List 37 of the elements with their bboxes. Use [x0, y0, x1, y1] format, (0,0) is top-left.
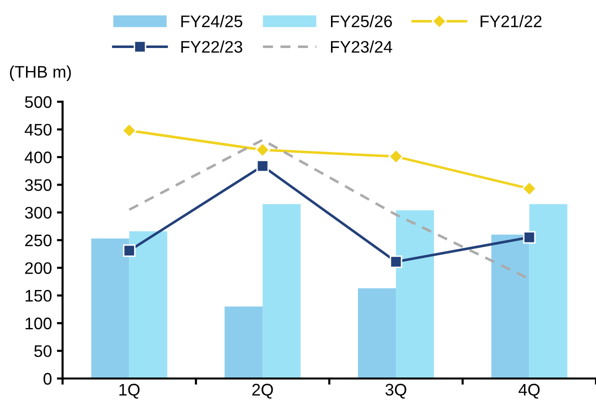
legend-label: FY23/24 — [331, 40, 392, 53]
point — [522, 181, 537, 196]
point — [123, 244, 136, 257]
point — [390, 255, 402, 268]
point — [122, 122, 137, 138]
bar — [224, 306, 263, 379]
y-tick-label: 150 — [26, 290, 52, 302]
point — [256, 160, 269, 172]
bar — [358, 288, 396, 379]
x-tick-label: 4Q — [518, 384, 540, 399]
y-tick-label: 300 — [24, 206, 52, 219]
point — [523, 231, 536, 244]
legend-label: FY22/23 — [181, 40, 242, 53]
y-tick-label: 350 — [24, 179, 52, 191]
bar — [262, 204, 301, 379]
point — [388, 148, 404, 164]
y-tick-label: 0 — [44, 372, 52, 385]
y-tick-label: 500 — [25, 96, 52, 108]
bar — [529, 204, 568, 379]
x-tick-label: 2Q — [252, 384, 273, 399]
point — [255, 142, 270, 158]
y-tick-label: 450 — [24, 124, 52, 136]
y-tick-label: 200 — [25, 262, 52, 274]
bar — [91, 238, 130, 379]
bar — [129, 231, 168, 379]
x-tick-label: 1Q — [119, 384, 140, 399]
bar — [396, 210, 434, 379]
bar — [491, 234, 530, 379]
legend-label: FY21/22 — [480, 15, 542, 28]
y-tick-label: 250 — [25, 234, 52, 246]
y-tick-label: 50 — [34, 345, 52, 358]
y-axis-title: (THB m) — [10, 65, 71, 82]
legend-label: FY24/25 — [181, 15, 242, 28]
y-tick-label: 400 — [24, 152, 52, 164]
legend-label: FY25/26 — [331, 15, 392, 28]
x-tick-label: 3Q — [385, 384, 406, 399]
y-tick-label: 100 — [26, 318, 52, 330]
